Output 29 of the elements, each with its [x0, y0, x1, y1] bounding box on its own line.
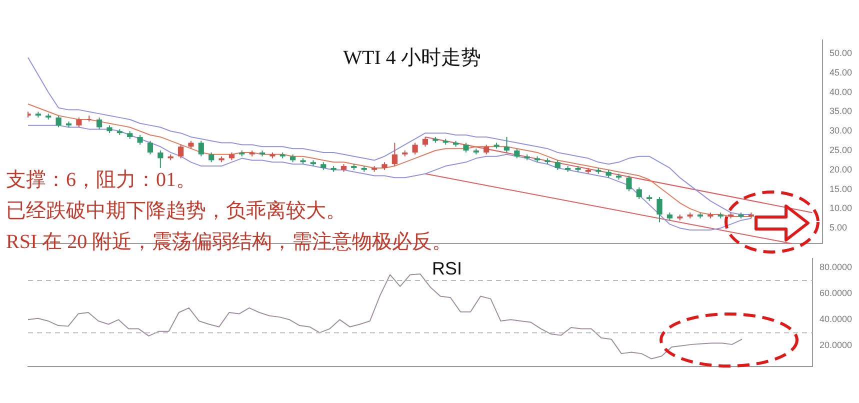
candlestick [382, 162, 388, 170]
y-tick-label: 5.00 [829, 222, 848, 233]
candlestick [494, 142, 500, 150]
candlestick [463, 142, 469, 153]
y-tick-label: 80.0000 [819, 262, 852, 272]
chart-title: WTI 4 小时走势 [343, 47, 481, 69]
y-tick-label: 45.00 [829, 67, 852, 78]
candlestick [270, 152, 276, 159]
annotation: 支撑：6，阻力：01。 [6, 169, 196, 191]
candlestick [544, 158, 550, 165]
candlestick [300, 158, 306, 165]
chart-title: RSI [432, 258, 462, 278]
y-tick-label: 15.00 [829, 184, 852, 194]
y-tick-label: 50.00 [829, 48, 852, 58]
y-tick-label: 25.00 [829, 145, 852, 156]
y-tick-label: 10.00 [829, 203, 852, 214]
y-tick-label: 60.0000 [819, 288, 852, 298]
candlestick [137, 134, 143, 146]
candlestick [738, 212, 744, 219]
y-tick-label: 40.0000 [819, 314, 852, 324]
annotation: 已经跌破中期下降趋势，负乖离较大。 [6, 200, 346, 222]
y-tick-label: 20.0000 [819, 340, 852, 350]
candlestick [626, 175, 632, 192]
annotation: RSI 在 20 附近，震荡偏弱结构，需注意物极必反。 [6, 231, 452, 253]
y-tick-label: 30.00 [829, 126, 852, 136]
y-tick-label: 20.00 [829, 164, 852, 174]
y-tick-label: 35.00 [829, 106, 852, 116]
y-tick-label: 40.00 [829, 86, 852, 97]
candlestick [575, 166, 581, 172]
